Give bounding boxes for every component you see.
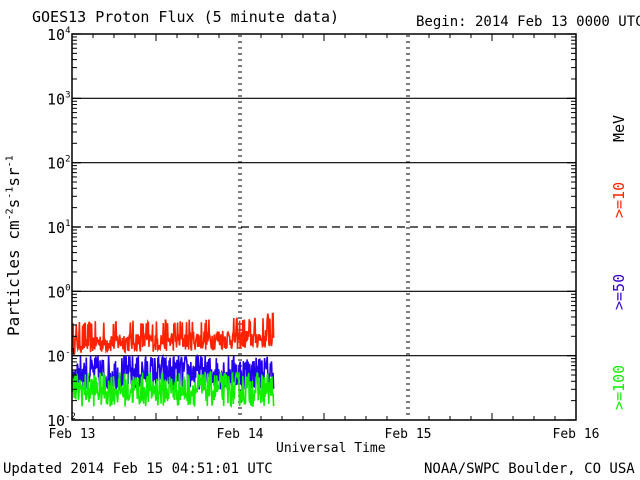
y-axis-label-text: Particles cm-2s-1sr-1: [4, 155, 23, 336]
y-axis-label: Particles cm-2s-1sr-1: [4, 155, 23, 336]
legend-entry-gte100: >=100: [610, 364, 628, 410]
x-tick-label-feb-13: Feb 13: [49, 427, 96, 442]
series-line-gte100: [71, 370, 275, 408]
source-credit: NOAA/SWPC Boulder, CO USA: [424, 461, 635, 477]
y-tick-label-1: 101: [47, 219, 70, 237]
begin-time: Begin: 2014 Feb 13 0000 UTC: [416, 14, 640, 30]
chart-title: GOES13 Proton Flux (5 minute data): [32, 8, 340, 26]
x-axis-label: Universal Time: [276, 441, 386, 456]
x-tick-label-feb-15: Feb 15: [385, 427, 432, 442]
legend-entry-gte10: >=10: [610, 181, 628, 218]
series-line-gte10: [71, 312, 275, 355]
y-tick-label-0: 100: [47, 283, 70, 301]
y-tick-label-3: 103: [47, 90, 70, 108]
x-tick-label-feb-14: Feb 14: [217, 427, 264, 442]
plot-frame: [71, 33, 577, 421]
y-tick-label-2: 102: [47, 155, 70, 173]
updated-time: Updated 2014 Feb 15 04:51:01 UTC: [3, 461, 273, 477]
legend-entry-gte50: >=50: [610, 273, 628, 310]
legend-unit: MeV: [610, 114, 628, 142]
y-tick-label-4: 104: [47, 26, 70, 44]
x-tick-label-feb-16: Feb 16: [553, 427, 600, 442]
